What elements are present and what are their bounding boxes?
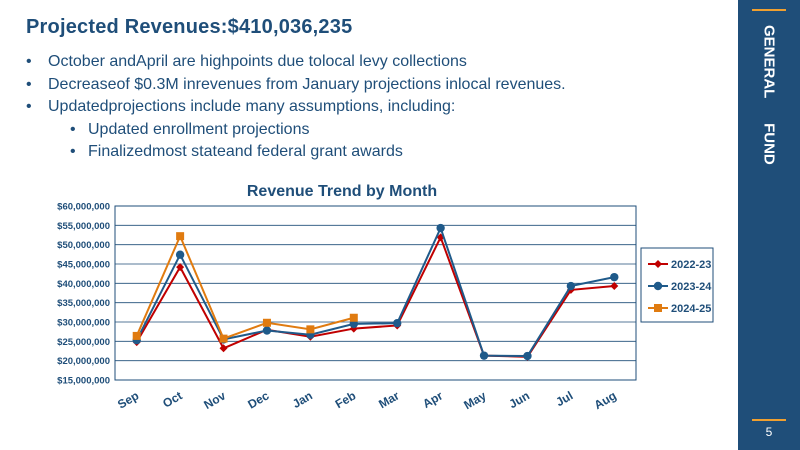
legend-label: 2022-23 <box>671 259 711 271</box>
bullet-marker: • <box>26 75 32 93</box>
data-point <box>219 344 228 353</box>
sub-bullet-text: Finalizedmost stateand federal grant awa… <box>88 143 403 160</box>
x-tick-label: Nov <box>201 388 228 412</box>
data-point <box>175 250 185 259</box>
data-point <box>610 272 619 282</box>
bullet-text: Decreaseof $0.3M inrevenues from January… <box>48 75 566 93</box>
data-point <box>523 351 532 361</box>
sub-bullet-text: Updated enrollment projections <box>88 120 310 138</box>
bullet-text: October andApril are highpoints due tolo… <box>48 53 467 70</box>
bullet-marker: • <box>26 98 32 115</box>
chart-series <box>132 223 619 361</box>
data-point <box>132 331 141 340</box>
chart-legend: 2022-23 2023-24 2024-25 <box>640 247 714 323</box>
y-tick-label: $25,000,000 <box>57 337 110 348</box>
x-tick-label: Sep <box>115 388 141 411</box>
legend-marker <box>654 260 662 268</box>
x-tick-label: Aug <box>592 388 619 412</box>
y-axis-labels: $15,000,000 $20,000,000 $25,000,000 $30,000… <box>57 202 110 387</box>
sidebar-accent-bottom <box>752 419 786 421</box>
x-tick-label: Jun <box>506 388 531 411</box>
data-point <box>176 232 185 241</box>
y-tick-label: $30,000,000 <box>57 318 110 329</box>
y-tick-label: $40,000,000 <box>57 279 110 290</box>
sidebar-accent-top <box>752 9 786 11</box>
sub-bullet-item: • Finalizedmost stateand federal grant aw… <box>26 141 566 164</box>
bullet-marker: • <box>26 53 32 70</box>
x-tick-label: Oct <box>160 388 184 410</box>
bullet-text: Updatedprojections include many assumpti… <box>48 98 456 115</box>
y-tick-label: $35,000,000 <box>57 298 110 309</box>
bullet-marker: • <box>70 120 76 138</box>
data-point <box>393 318 402 328</box>
legend-label: 2023-24 <box>671 281 712 293</box>
y-tick-label: $45,000,000 <box>57 260 110 271</box>
y-tick-label: $50,000,000 <box>57 240 110 251</box>
bullet-item: • Updatedprojections include many assumpt… <box>26 96 566 119</box>
y-tick-label: $15,000,000 <box>57 376 110 387</box>
data-point <box>566 281 576 291</box>
x-tick-label: Apr <box>420 388 445 411</box>
slide-title: Projected Revenues:$410,036,235 <box>26 16 353 38</box>
data-point <box>436 223 445 233</box>
x-tick-label: Jan <box>290 388 315 410</box>
x-tick-label: May <box>461 388 488 412</box>
x-tick-label: Feb <box>333 388 358 411</box>
chart-grid <box>114 205 637 381</box>
data-point <box>349 319 358 329</box>
bullet-marker: • <box>70 143 76 160</box>
y-tick-label: $55,000,000 <box>57 221 110 232</box>
x-tick-label: Dec <box>245 388 271 411</box>
y-tick-label: $60,000,000 <box>57 202 110 213</box>
data-point <box>306 325 315 334</box>
x-tick-label: Mar <box>376 388 402 411</box>
x-axis-labels: Sep Oct Nov Dec Jan Feb Mar Apr May Jun Jul Aug <box>115 388 619 412</box>
data-point <box>176 263 185 272</box>
sidebar-panel: GENERAL FUND 5 <box>738 0 800 450</box>
sub-bullet-item: • Updated enrollment projections <box>26 119 566 142</box>
data-point <box>610 282 619 291</box>
legend-marker <box>654 304 662 312</box>
series-line <box>135 233 355 340</box>
data-point <box>262 318 271 327</box>
x-tick-label: Jul <box>553 388 575 409</box>
legend-marker <box>653 281 663 291</box>
y-tick-label: $20,000,000 <box>57 356 110 367</box>
legend-label: 2024-25 <box>671 303 711 315</box>
data-point <box>349 313 358 322</box>
series-2024-25 <box>132 232 358 343</box>
bullet-list: • October andApril are highpoints due tol… <box>26 51 566 164</box>
bullet-item: • Decreaseof $0.3M inrevenues from Januar… <box>26 74 566 97</box>
data-point <box>219 334 228 343</box>
series-line <box>135 225 615 358</box>
page-number: 5 <box>765 425 773 439</box>
data-point <box>479 351 489 360</box>
bullet-item: • October andApril are highpoints due tol… <box>26 51 566 74</box>
plot-area <box>114 205 637 381</box>
data-point <box>262 326 272 335</box>
chart-title: Revenue Trend by Month <box>247 183 437 200</box>
